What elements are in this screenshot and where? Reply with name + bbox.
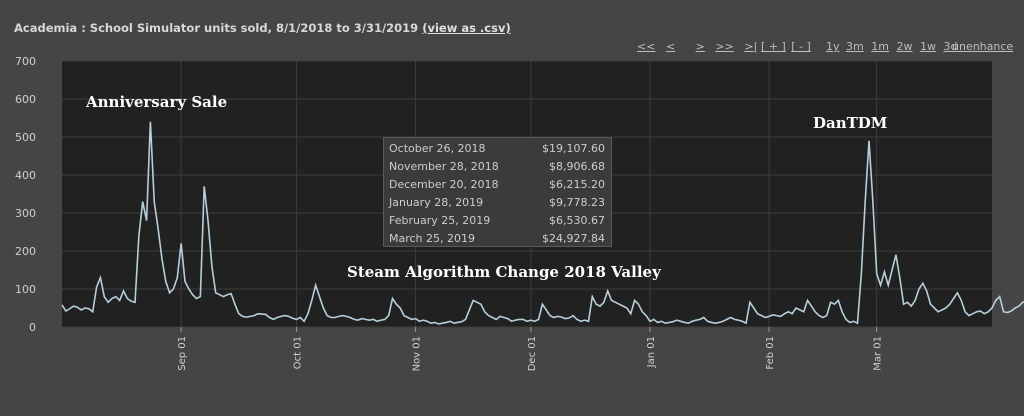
x-tick-label: Mar 01 xyxy=(873,336,884,371)
x-tick-label: Nov 01 xyxy=(412,336,423,371)
range-3m-button[interactable]: 3m xyxy=(846,40,864,53)
y-axis: 0 100 200 300 400 500 600 700 xyxy=(15,55,36,334)
revenue-tooltip: October 26, 2018 $19,107.60 November 28, … xyxy=(383,137,612,247)
tooltip-row: March 25, 2019 $24,927.84 xyxy=(389,232,605,245)
y-tick-label: 500 xyxy=(15,131,36,144)
range-3d-button[interactable]: 3d xyxy=(943,40,958,53)
zoom-out-button[interactable]: [ - ] xyxy=(791,40,811,53)
x-tick-label: Sep 01 xyxy=(177,336,188,371)
x-tick-label: Feb 01 xyxy=(765,336,776,370)
tooltip-row: February 25, 2019 $6,530.67 xyxy=(389,214,605,227)
pan-first-button[interactable]: << xyxy=(637,40,656,53)
annotation-dantdm: DanTDM xyxy=(813,114,888,132)
x-tick-label: Jan 01 xyxy=(646,336,657,368)
y-tick-label: 600 xyxy=(15,93,36,106)
tooltip-row: January 28, 2019 $9,778.23 xyxy=(389,196,605,209)
unenhance-button[interactable]: unenhance xyxy=(952,40,1014,53)
x-axis: Sep 01 Oct 01 Nov 01 Dec 01 Jan 01 Feb 01 Mar … xyxy=(177,327,884,371)
chart-title: Academia : School Simulator units sold, … xyxy=(14,21,419,35)
tooltip-row: December 20, 2018 $6,215.20 xyxy=(389,178,605,191)
units-sold-line xyxy=(61,121,1024,325)
range-controls: 1y 3m 1m 2w 1w 3d xyxy=(826,40,964,53)
chart-title-bar: Academia : School Simulator units sold, … xyxy=(14,21,511,35)
range-1w-button[interactable]: 1w xyxy=(919,40,936,53)
x-tick-label: Dec 01 xyxy=(527,336,538,371)
range-1y-button[interactable]: 1y xyxy=(826,40,840,53)
pan-controls: << < > >> >| xyxy=(637,40,764,53)
y-tick-label: 100 xyxy=(15,283,36,296)
unenhance-control: unenhance xyxy=(952,40,1020,53)
range-2w-button[interactable]: 2w xyxy=(896,40,913,53)
x-tick-label: Oct 01 xyxy=(292,336,303,369)
annotation-anniversary-sale: Anniversary Sale xyxy=(86,93,228,111)
range-1m-button[interactable]: 1m xyxy=(871,40,889,53)
tooltip-row: November 28, 2018 $8,906.68 xyxy=(389,160,605,173)
pan-last-button[interactable]: >| xyxy=(744,40,758,53)
y-tick-label: 400 xyxy=(15,169,36,182)
y-tick-label: 300 xyxy=(15,207,36,220)
y-tick-label: 200 xyxy=(15,245,36,258)
zoom-in-button[interactable]: [ + ] xyxy=(761,40,786,53)
annotation-algorithm-valley: Steam Algorithm Change 2018 Valley xyxy=(347,263,661,281)
y-tick-label: 700 xyxy=(15,55,36,68)
y-tick-label: 0 xyxy=(29,321,36,334)
view-csv-link[interactable]: (view as .csv) xyxy=(422,21,511,35)
zoom-controls: [ + ] [ - ] xyxy=(761,40,818,53)
tooltip-row: October 26, 2018 $19,107.60 xyxy=(389,142,605,155)
pan-next-button[interactable]: > xyxy=(695,40,705,53)
pan-prev-button[interactable]: < xyxy=(665,40,676,53)
pan-next-fast-button[interactable]: >> xyxy=(715,40,734,53)
